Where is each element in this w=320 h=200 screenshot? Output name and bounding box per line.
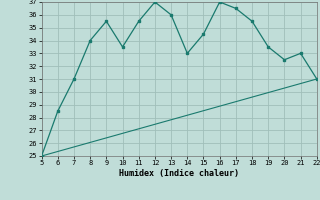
X-axis label: Humidex (Indice chaleur): Humidex (Indice chaleur) — [119, 169, 239, 178]
